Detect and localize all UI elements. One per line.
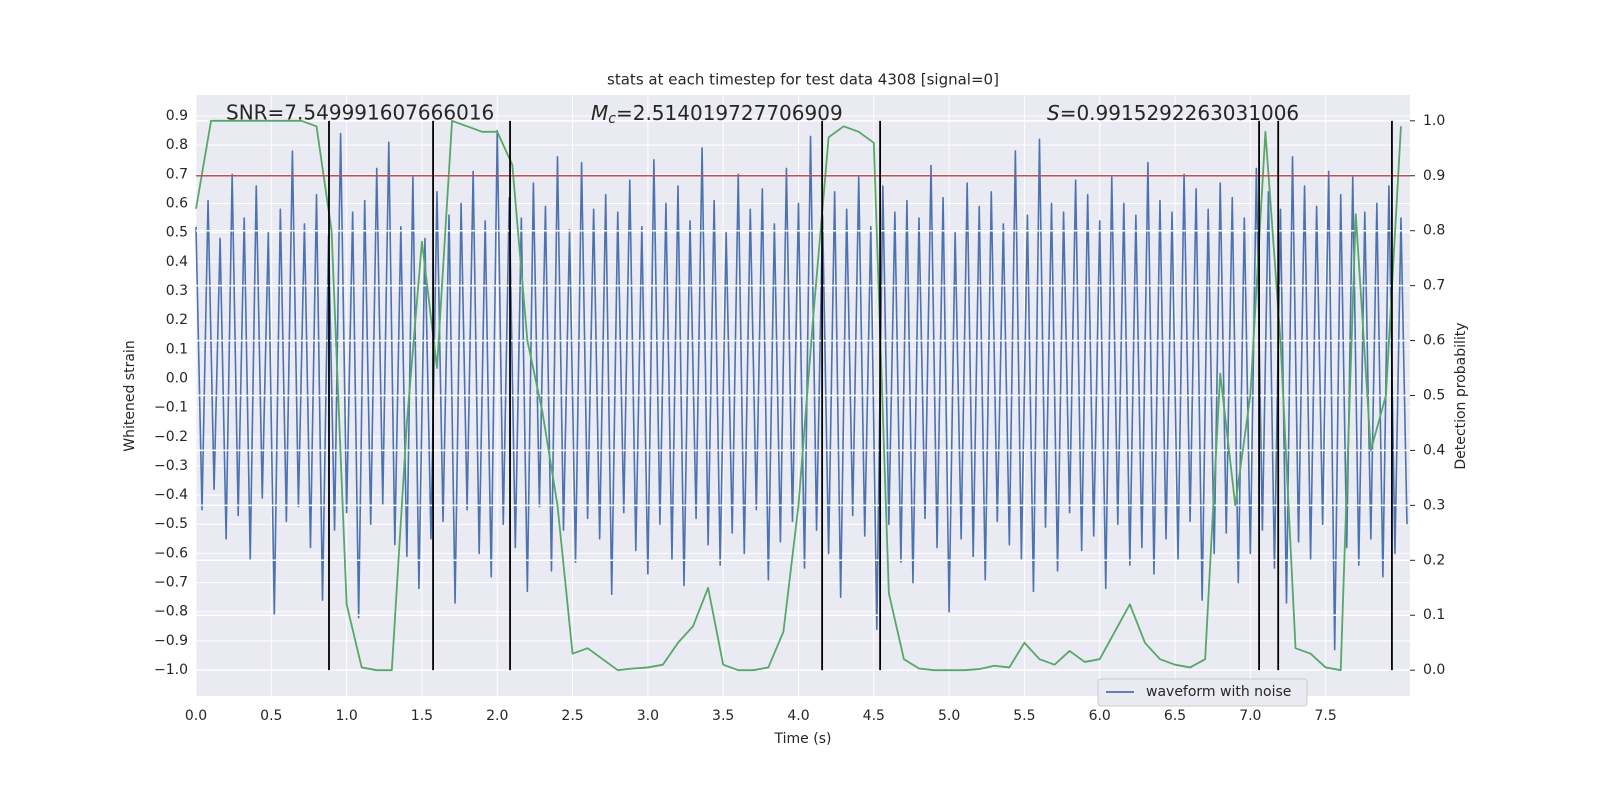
y-tick-label: −0.6 (154, 545, 188, 561)
y2-tick-label: 1.0 (1423, 113, 1445, 129)
x-tick-label: 6.5 (1164, 708, 1186, 724)
x-tick-label: 3.0 (637, 708, 659, 724)
y2-tick-label: 0.7 (1423, 278, 1445, 294)
x-tick-label: 7.0 (1239, 708, 1261, 724)
annotation: SNR=7.549991607666016 (226, 101, 494, 125)
x-tick-label: 4.5 (863, 708, 885, 724)
x-tick-label: 1.5 (411, 708, 433, 724)
y-tick-label: −0.5 (154, 516, 188, 532)
y-tick-label: −1.0 (154, 662, 188, 678)
legend: waveform with noise (1097, 678, 1308, 707)
y-tick-label: 0.9 (166, 108, 188, 124)
annotation-symbol: M (591, 101, 608, 125)
legend-box (1097, 678, 1308, 707)
probability-line (195, 119, 1402, 672)
y-tick-label: −0.8 (154, 604, 188, 620)
y-tick-label: −0.1 (154, 400, 188, 416)
y-tick-label: −0.4 (154, 487, 188, 503)
legend-label: waveform with noise (1146, 684, 1291, 700)
y-tick-label: 0.8 (166, 137, 188, 153)
x-tick-label: 4.0 (787, 708, 809, 724)
y2-tick-label: 0.4 (1423, 442, 1445, 458)
x-tick-label: 1.0 (335, 708, 357, 724)
y-tick-label: 0.5 (166, 225, 188, 241)
y2-tick-label: 0.5 (1423, 388, 1445, 404)
y-tick-label: −0.2 (154, 429, 188, 445)
y2-tick-label: 0.1 (1423, 607, 1445, 623)
y-tick-label: 0.7 (166, 166, 188, 182)
y2-tick-label: 0.6 (1423, 333, 1445, 349)
y2-axis-label: Detection probability (1453, 322, 1469, 469)
x-tick-label: 5.0 (938, 708, 960, 724)
x-tick-label: 3.5 (712, 708, 734, 724)
y-tick-label: 0.4 (166, 254, 188, 270)
y-tick-label: 0.6 (166, 195, 188, 211)
y-tick-label: 0.0 (166, 370, 188, 386)
y2-tick-label: 0.9 (1423, 168, 1445, 184)
x-tick-label: 6.0 (1089, 708, 1111, 724)
annotation-subscript: c (608, 111, 616, 127)
y2-tick-label: 0.0 (1423, 662, 1445, 678)
x-tick-label: 2.5 (561, 708, 583, 724)
x-tick-label: 0.0 (185, 708, 207, 724)
annotation-symbol: S (1047, 101, 1060, 125)
y-axis-label: Whitened strain (122, 340, 138, 451)
annotation-value: =2.514019727706909 (616, 101, 843, 125)
annotation: S=0.9915292263031006 (1047, 101, 1299, 125)
front-layer (195, 119, 1410, 672)
x-tick-label: 7.5 (1315, 708, 1337, 724)
y-tick-label: −0.3 (154, 458, 188, 474)
x-tick-label: 0.5 (260, 708, 282, 724)
y2-tick-label: 0.2 (1423, 552, 1445, 568)
x-tick-label: 5.5 (1013, 708, 1035, 724)
waveform-line (195, 129, 1408, 651)
x-tick-label: 2.0 (486, 708, 508, 724)
y-tick-label: −0.7 (154, 575, 188, 591)
y2-tick-label: 0.8 (1423, 223, 1445, 239)
y-tick-label: 0.1 (166, 341, 188, 357)
x-axis-label: Time (s) (774, 731, 832, 747)
y-tick-label: 0.2 (166, 312, 188, 328)
annotation-value: =0.9915292263031006 (1060, 101, 1299, 125)
chart-title: stats at each timestep for test data 430… (607, 71, 999, 89)
y-tick-label: −0.9 (154, 633, 188, 649)
annotation: Mc=2.514019727706909 (591, 101, 843, 128)
y-tick-label: 0.3 (166, 283, 188, 299)
y2-tick-label: 0.3 (1423, 497, 1445, 513)
